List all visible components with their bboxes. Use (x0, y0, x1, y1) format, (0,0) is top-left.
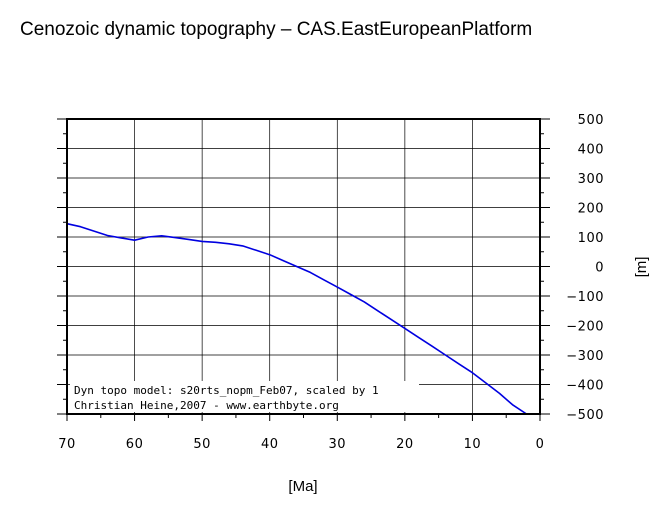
x-tick-label: 10 (464, 437, 482, 452)
y-tick-label: −100 (566, 290, 604, 305)
x-tick-labels: 70 60 50 40 30 20 10 0 (58, 437, 544, 452)
x-tick-label: 30 (329, 437, 347, 452)
annotation-box: Dyn topo model: s20rts_nopm_Feb07, scale… (70, 381, 419, 412)
x-tick-label: 50 (193, 437, 211, 452)
axis-ticks (57, 118, 550, 421)
y-tick-label: −500 (566, 408, 604, 423)
x-tick-label: 20 (396, 437, 414, 452)
x-tick-label: 40 (261, 437, 279, 452)
chart-title: Cenozoic dynamic topography – CAS.EastEu… (20, 19, 532, 40)
y-tick-label: 400 (578, 143, 604, 158)
y-axis-label: [m] (633, 257, 650, 278)
x-tick-label: 60 (126, 437, 144, 452)
series-group (66, 222, 527, 415)
series-line-0 (66, 222, 527, 415)
x-tick-label: 0 (536, 437, 545, 452)
y-tick-label: 0 (595, 261, 604, 276)
y-tick-label: −200 (566, 320, 604, 335)
y-tick-label: −300 (566, 349, 604, 364)
grid (67, 119, 540, 414)
annotation-background (70, 381, 419, 412)
annotation-line-1: Dyn topo model: s20rts_nopm_Feb07, scale… (74, 384, 379, 397)
x-axis-label: [Ma] (288, 478, 317, 495)
x-tick-label: 70 (58, 437, 76, 452)
y-tick-label: 200 (578, 202, 604, 217)
annotation-line-2: Christian Heine,2007 - www.earthbyte.org (74, 399, 339, 412)
y-tick-label: −400 (566, 379, 604, 394)
y-tick-label: 500 (578, 113, 604, 128)
y-tick-labels: 500 400 300 200 100 0 −100 −200 −300 −400 −500 (566, 113, 604, 423)
y-tick-label: 300 (578, 172, 604, 187)
plot-frame (66, 118, 541, 415)
y-tick-label: 100 (578, 231, 604, 246)
